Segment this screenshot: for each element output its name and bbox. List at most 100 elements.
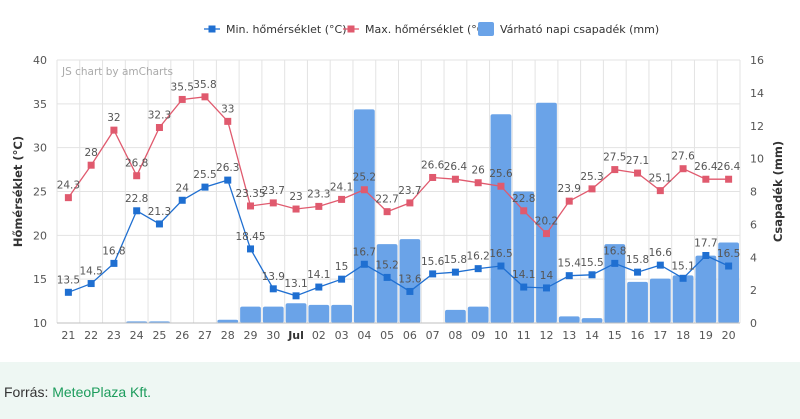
min-temp-point (497, 262, 505, 270)
source-link[interactable]: MeteoPlaza Kft. (52, 384, 152, 400)
precip-bar (695, 255, 717, 323)
max-temp-label: 33 (221, 103, 234, 115)
max-temp-point (520, 207, 528, 215)
max-temp-label: 25.3 (580, 171, 603, 183)
min-temp-point (64, 288, 72, 296)
max-temp-point (474, 179, 482, 187)
min-temp-label: 16.2 (466, 251, 489, 263)
max-temp-label: 24.1 (330, 181, 353, 193)
min-temp-label: 26.3 (216, 162, 239, 174)
precip-bar (581, 318, 603, 323)
max-temp-label: 27.6 (671, 151, 695, 163)
y-tick-label: 10 (33, 317, 47, 330)
min-temp-label: 21.3 (148, 206, 171, 218)
max-temp-point (702, 175, 710, 183)
precip-bar (672, 275, 694, 323)
y-right-tick-label: 4 (750, 251, 757, 264)
x-tick-label: 27 (198, 329, 212, 342)
max-temp-point (725, 175, 733, 183)
x-tick-label: 20 (722, 329, 736, 342)
x-tick-label: 12 (539, 329, 553, 342)
legend-item: Min. hőmérséklet (°C) (204, 23, 346, 36)
gridlines (56, 59, 741, 324)
min-temp-point (383, 273, 391, 281)
min-temp-point (406, 287, 414, 295)
x-tick-label: 26 (175, 329, 189, 342)
y-axis-right: 0 2 4 6 8 10 12 14 16 (750, 54, 764, 330)
min-temp-label: 15.1 (671, 260, 694, 272)
legend-marker-point (347, 25, 355, 33)
x-tick-label: 10 (494, 329, 508, 342)
max-temp-point (64, 194, 72, 202)
max-temp-label: 28 (84, 147, 97, 159)
precip-bar (490, 114, 512, 324)
max-temp-point (679, 165, 687, 173)
min-temp-point (451, 268, 459, 276)
min-temp-label: 14 (540, 270, 554, 282)
max-temp-point (565, 197, 573, 205)
max-temp-point (588, 185, 596, 193)
min-temp-point (542, 284, 550, 292)
max-temp-label: 20.2 (535, 216, 558, 228)
precip-bar (718, 242, 739, 323)
min-temp-point (656, 261, 664, 269)
x-tick-label: 28 (221, 329, 235, 342)
max-temp-point (656, 187, 664, 195)
min-temp-label: 16.8 (603, 245, 626, 257)
max-temp-label: 26.8 (125, 158, 148, 170)
max-temp-point (406, 199, 414, 207)
max-temp-label: 26.6 (421, 159, 445, 171)
min-temp-label: 13.1 (284, 278, 307, 290)
x-tick-label: 03 (335, 329, 349, 342)
max-temp-label: 23.7 (262, 185, 285, 197)
max-temp-label: 26.4 (444, 161, 468, 173)
min-temp-label: 16.7 (353, 246, 376, 258)
y-right-tick-label: 14 (750, 87, 764, 100)
min-temp-point (247, 245, 255, 253)
x-tick-label: 24 (130, 329, 144, 342)
max-temp-label: 24.3 (57, 180, 80, 192)
max-temp-label: 26.4 (717, 161, 741, 173)
y-right-tick-label: 8 (750, 186, 757, 199)
y-axis-left: 10 15 20 25 30 35 40 (33, 54, 47, 330)
min-temp-label: 18.45 (235, 231, 265, 243)
x-tick-label: 19 (699, 329, 713, 342)
min-temp-point (360, 260, 368, 268)
max-temp-line (67, 96, 729, 235)
x-tick-label: 18 (676, 329, 690, 342)
max-temp-label: 22.8 (512, 193, 535, 205)
max-temp-label: 23.35 (235, 188, 265, 200)
precip-bar (513, 191, 535, 323)
source-prefix: Forrás: (4, 384, 53, 400)
precip-bar (331, 304, 352, 323)
min-temp-point (178, 196, 186, 204)
min-temp-label: 15 (335, 261, 348, 273)
min-temp-label: 15.2 (375, 259, 398, 271)
y-right-tick-label: 6 (750, 218, 757, 231)
source-footer: Forrás: MeteoPlaza Kft. (0, 362, 800, 419)
max-temp-label: 32.3 (148, 110, 171, 122)
y-axis-right-title: Csapadék (mm) (771, 141, 785, 242)
max-temp-point (178, 95, 186, 103)
max-temp-point (383, 208, 391, 216)
max-temp-label: 26.4 (694, 161, 718, 173)
y-tick-label: 25 (33, 186, 47, 199)
max-temp-label: 23 (289, 191, 302, 203)
x-tick-label: 04 (357, 329, 371, 342)
x-tick-label: 07 (426, 329, 440, 342)
legend: Min. hőmérséklet (°C) Max. hőmérséklet (°… (204, 22, 659, 36)
precip-bar (353, 109, 375, 323)
x-axis: 21 22 23 24 25 26 27 28 29 30 Jul 02 03 04 05 06 07 08 09 1… (61, 329, 735, 342)
max-temp-point (201, 93, 209, 101)
y-tick-label: 35 (33, 98, 47, 111)
min-temp-label: 16.5 (489, 248, 512, 260)
legend-marker-bar (478, 22, 494, 36)
y-tick-label: 20 (33, 229, 47, 242)
max-temp-point (87, 161, 95, 169)
min-temp-label: 15.8 (444, 254, 467, 266)
min-temp-point (429, 270, 437, 278)
min-temp-label: 16.5 (717, 248, 740, 260)
max-temp-label: 26 (471, 165, 485, 177)
precip-bar (285, 303, 307, 323)
y-right-tick-label: 2 (750, 284, 757, 297)
